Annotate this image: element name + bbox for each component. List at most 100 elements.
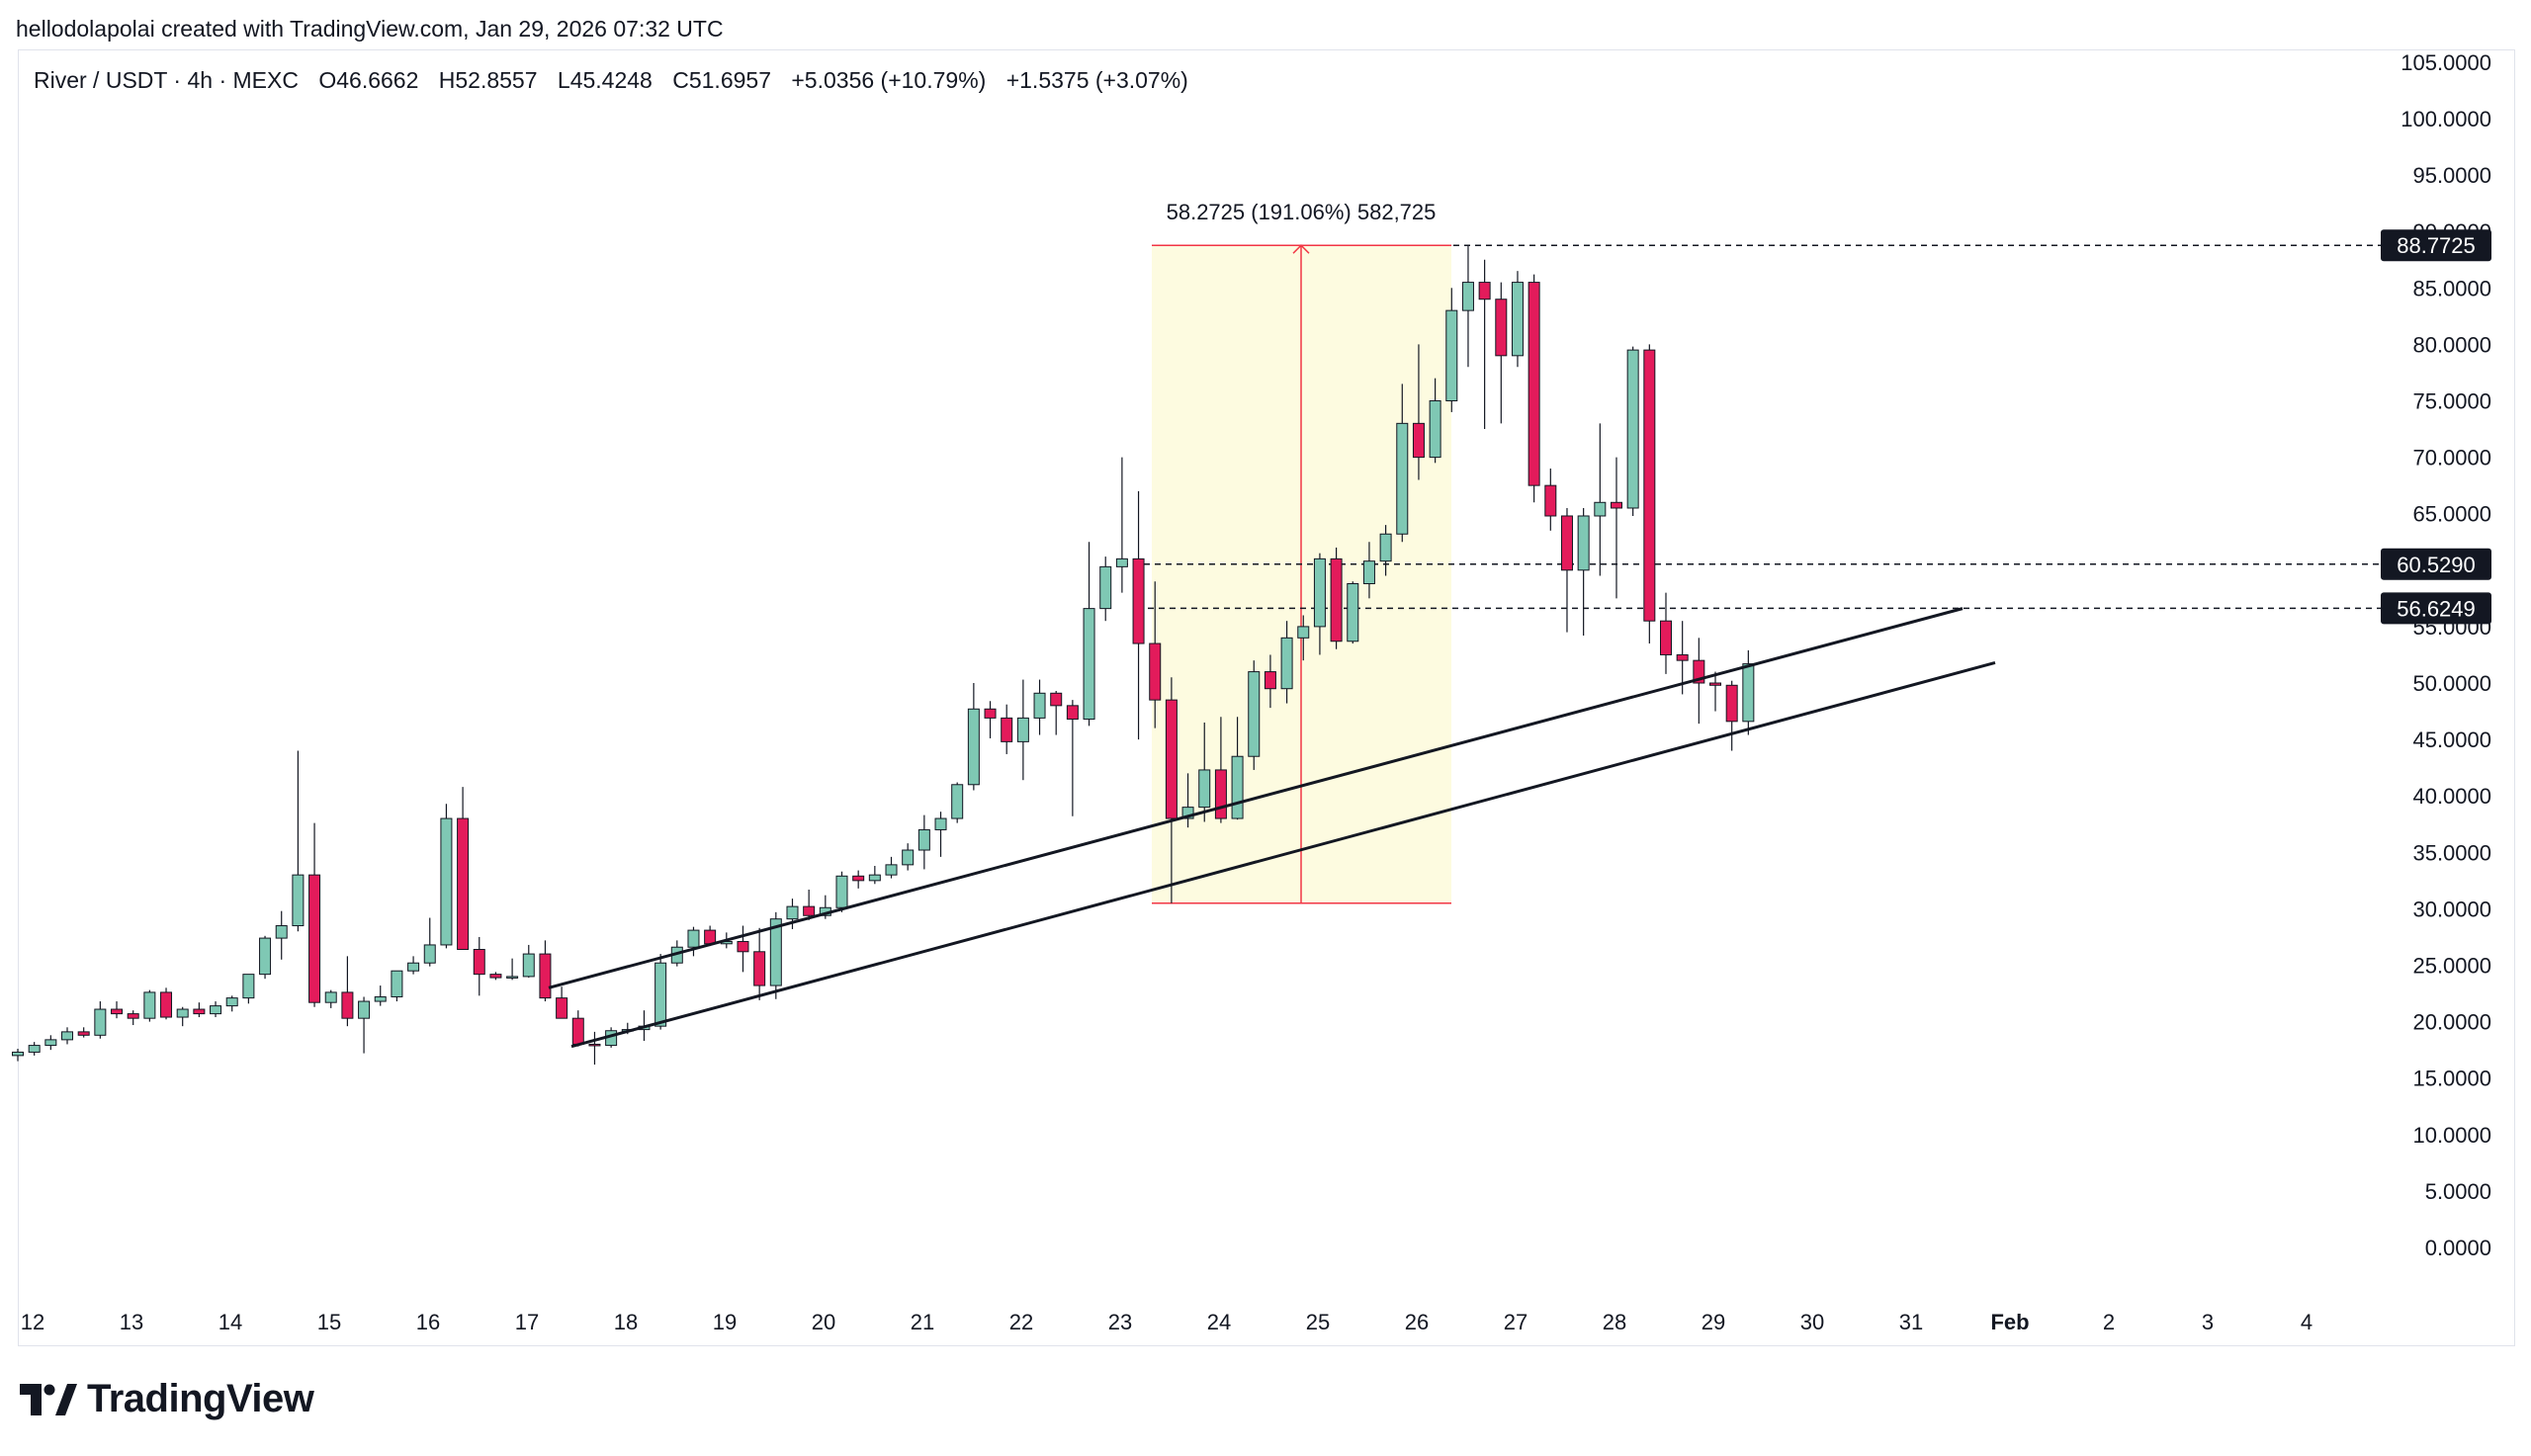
x-tick-label: 27 <box>1504 1310 1527 1334</box>
tradingview-logo[interactable]: TradingView <box>20 1377 314 1421</box>
price-range-measure[interactable]: 58.2725 (191.06%) 582,725 <box>1152 200 1451 904</box>
candle <box>687 926 700 957</box>
candle <box>885 856 898 879</box>
x-tick-label: 13 <box>120 1310 143 1334</box>
candle <box>1626 346 1639 516</box>
price-label-box <box>2381 548 2491 580</box>
candle <box>934 812 947 857</box>
candle <box>1050 690 1063 735</box>
candle <box>489 972 502 981</box>
candle <box>835 871 848 912</box>
time-axis[interactable]: 12 13 14 15 16 17 18 19 20 21 22 23 24 25 26 27 28 29 30 31… <box>21 1310 2313 1334</box>
ohlc-close: C51.6957 <box>672 67 771 93</box>
candle-body <box>1676 653 1689 661</box>
candle <box>951 782 964 823</box>
candle-body <box>1577 515 1590 571</box>
tradingview-wordmark: TradingView <box>87 1377 314 1420</box>
y-tick-label: 80.0000 <box>2412 332 2491 357</box>
candle-body <box>1001 717 1013 742</box>
candle <box>506 958 519 981</box>
x-tick-label: 4 <box>2301 1310 2313 1334</box>
x-tick-label: 24 <box>1207 1310 1231 1334</box>
y-tick-label: 65.0000 <box>2412 502 2491 527</box>
candle <box>522 944 535 979</box>
candle <box>1330 547 1343 649</box>
candle <box>571 1010 584 1047</box>
price-axis[interactable]: 105.0000100.000095.000090.000085.000080.… <box>2400 50 2491 1260</box>
candle <box>1709 671 1722 712</box>
candle-body <box>1379 533 1392 562</box>
candle-body <box>506 976 519 979</box>
candle-body <box>1445 309 1458 402</box>
y-tick-label: 45.0000 <box>2412 728 2491 752</box>
candle-body <box>803 905 816 916</box>
candle <box>1347 581 1359 644</box>
x-tick-label: 15 <box>317 1310 341 1334</box>
candle <box>1676 621 1689 695</box>
candle-body <box>1115 557 1128 567</box>
candle <box>655 954 667 1030</box>
candle-body <box>1050 692 1063 707</box>
x-tick-label: 14 <box>218 1310 242 1334</box>
tradingview-logo-icon <box>20 1383 77 1415</box>
candle <box>259 935 272 980</box>
candle-body <box>210 1005 222 1015</box>
candle-body <box>1313 557 1326 628</box>
candle-body <box>951 784 964 819</box>
x-tick-label: 3 <box>2202 1310 2214 1334</box>
candle-body <box>1495 299 1508 357</box>
candle <box>94 1001 107 1039</box>
candle-body <box>473 949 485 976</box>
range-arrow-head <box>1292 244 1310 254</box>
candle-body <box>374 995 387 1002</box>
candle-body <box>1347 583 1359 642</box>
candle-body <box>835 875 848 908</box>
candle-body <box>1149 642 1162 701</box>
candle <box>1297 615 1310 661</box>
x-tick-label: 21 <box>911 1310 934 1334</box>
y-tick-label: 10.0000 <box>2412 1123 2491 1148</box>
x-tick-label: 12 <box>21 1310 44 1334</box>
candle-body <box>1198 769 1211 809</box>
candle-body <box>407 962 420 972</box>
trendline <box>548 607 1964 989</box>
candle <box>1181 773 1194 828</box>
x-tick-label: 28 <box>1603 1310 1626 1334</box>
candle-body <box>1544 484 1557 517</box>
candle <box>1149 581 1162 728</box>
candle-body <box>934 817 947 830</box>
price-label-text: 60.5290 <box>2397 553 2476 577</box>
symbol-name[interactable]: River / USDT · 4h · MEXC <box>34 67 299 93</box>
candle-body <box>1511 282 1524 357</box>
candle <box>1214 717 1227 823</box>
y-tick-label: 105.0000 <box>2400 50 2491 75</box>
price-label-text: 56.6249 <box>2397 596 2476 621</box>
candle-body <box>1264 671 1276 690</box>
candle <box>1016 679 1029 781</box>
x-tick-label: 20 <box>812 1310 835 1334</box>
candle-body <box>44 1039 57 1047</box>
candle-body <box>127 1013 139 1019</box>
price-label-text: 88.7725 <box>2397 233 2476 258</box>
candle-body <box>885 864 898 876</box>
candle-body <box>61 1031 74 1041</box>
candle <box>588 1031 601 1065</box>
candle-body <box>160 991 173 1018</box>
candle-body <box>324 991 337 1003</box>
candle-body <box>539 953 552 999</box>
candle-body <box>1643 349 1656 622</box>
candle-body <box>1742 663 1755 723</box>
candle-body <box>571 1017 584 1045</box>
candle-body <box>28 1045 41 1053</box>
candle <box>1313 553 1326 655</box>
candle <box>457 787 470 951</box>
candle <box>341 956 354 1027</box>
candle <box>275 910 288 960</box>
x-tick-label: 17 <box>515 1310 539 1334</box>
x-tick-label: 30 <box>1800 1310 1824 1334</box>
candle-body <box>111 1008 124 1015</box>
trendlines[interactable] <box>548 607 1996 1049</box>
candle-body <box>94 1008 107 1036</box>
candle <box>1083 542 1095 727</box>
